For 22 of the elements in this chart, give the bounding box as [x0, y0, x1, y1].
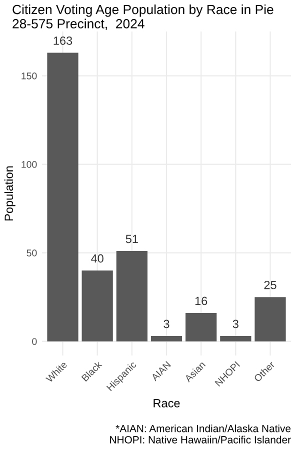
data-label: 51 [126, 234, 138, 244]
y-tick-label: 100 [22, 161, 37, 168]
bar [220, 336, 252, 342]
bar [47, 52, 78, 342]
data-label: 25 [264, 280, 276, 290]
bar [254, 297, 286, 342]
bar [82, 270, 113, 342]
y-tick-label: 0 [32, 338, 37, 345]
bar [186, 313, 217, 342]
y-axis-title: Population [4, 166, 16, 220]
chart-title: Citizen Voting Age Population by Race in Pie 28-575 Precinct, 2024 [12, 4, 274, 30]
data-label: 16 [195, 296, 208, 306]
bar [116, 251, 148, 342]
y-tick-label: 150 [22, 72, 37, 80]
data-label: 3 [164, 320, 170, 328]
data-label: 40 [91, 254, 104, 263]
text: *AIAN: American Indian/Alaska Native NHOPI: Native Hawaiin/Pacific Islander [110, 424, 291, 444]
data-label: 3 [232, 320, 238, 328]
x-axis-title: Race [154, 399, 180, 408]
y-tick-label: 50 [26, 250, 37, 256]
data-label: 163 [54, 36, 72, 45]
bar [150, 336, 182, 342]
